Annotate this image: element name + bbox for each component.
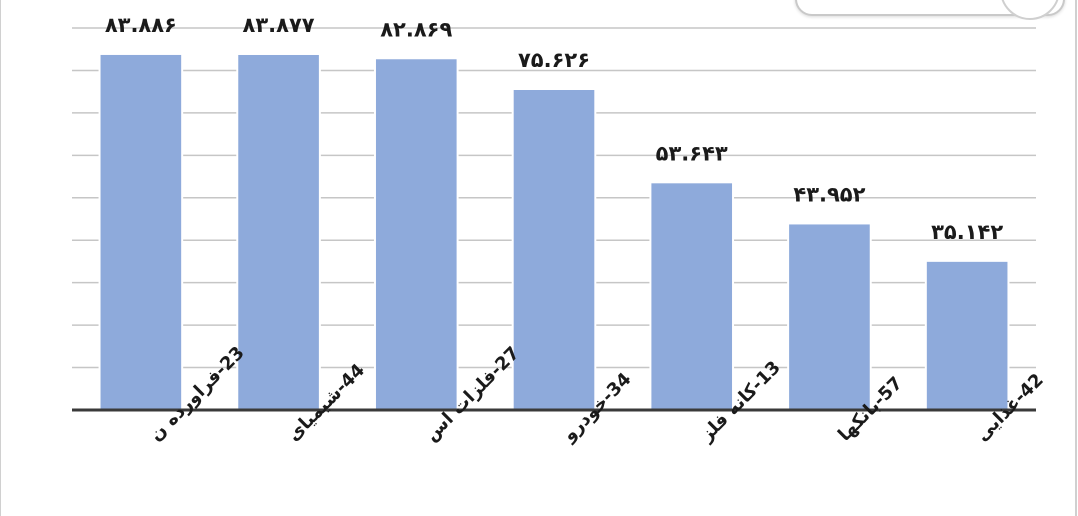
bar — [98, 52, 184, 412]
bar — [787, 222, 872, 411]
bar — [236, 52, 321, 411]
bar — [373, 57, 459, 412]
bar — [924, 259, 1010, 411]
value-labels: ۸۳.۸۸۶ ۸۳.۸۷۷ ۸۲.۸۶۹ ۷۵.۶۲۶ ۵۳.۶۴۳ ۴۳.۹۵۲ ۳۵.۱… — [105, 13, 1004, 244]
data-label: ۳۵.۱۴۲ — [931, 220, 1003, 244]
data-label: ۸۲.۸۶۹ — [380, 17, 452, 41]
data-label: ۴۳.۹۵۲ — [793, 182, 865, 206]
data-label: ۵۳.۶۴۳ — [656, 141, 728, 165]
data-label: ۸۳.۸۷۷ — [243, 13, 315, 37]
bar — [511, 88, 597, 411]
data-label: ۸۳.۸۸۶ — [105, 13, 177, 37]
bar — [649, 181, 735, 411]
data-label: ۷۵.۶۲۶ — [518, 48, 590, 72]
